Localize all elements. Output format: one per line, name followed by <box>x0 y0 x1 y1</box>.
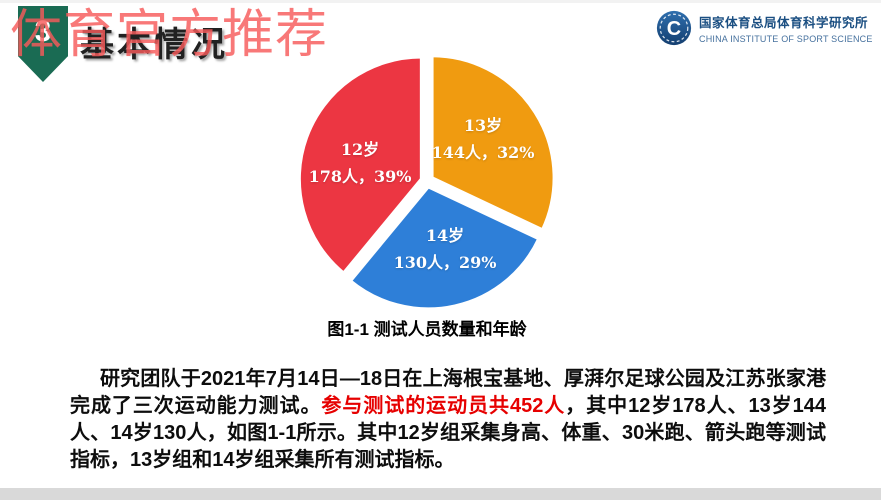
body-highlight: 参与测试的运动员共452人 <box>321 395 566 417</box>
pie-slice-age-14 <box>349 185 541 311</box>
pie-slice-age-13 <box>430 54 556 232</box>
body-text-before: 研究团队于2021年7月14日—18日在上海根宝基地、厚湃尔足球公园及江苏张家港… <box>70 368 826 417</box>
chart-caption: 图1-1 测试人员数量和年龄 <box>327 320 527 339</box>
svg-text:C: C <box>667 18 681 40</box>
top-edge-strip <box>0 0 881 3</box>
body-text-after: ，其中12岁178人、13岁144人、14岁130人，如图1-1所示。其中12岁… <box>70 395 827 471</box>
logo-name-en: CHINA INSTITUTE OF SPORT SCIENCE <box>699 34 873 44</box>
page-title: 基本情况 <box>80 26 228 64</box>
logo-text: 国家体育总局体育科学研究所 CHINA INSTITUTE OF SPORT S… <box>699 9 873 44</box>
section-ribbon: 3 <box>18 6 68 82</box>
pie-slice-age-12 <box>297 55 423 275</box>
body-paragraph: 研究团队于2021年7月14日—18日在上海根宝基地、厚湃尔足球公园及江苏张家港… <box>70 366 826 474</box>
section-number: 3 <box>34 15 52 48</box>
org-logo: C 国家体育总局体育科学研究所 CHINA INSTITUTE OF SPORT… <box>655 9 873 47</box>
bottom-edge-bar <box>0 488 881 500</box>
pie-chart-svg <box>297 54 556 311</box>
pie-chart <box>292 46 562 316</box>
logo-emblem-icon: C <box>656 10 692 46</box>
logo-name-cn: 国家体育总局体育科学研究所 <box>699 16 869 30</box>
